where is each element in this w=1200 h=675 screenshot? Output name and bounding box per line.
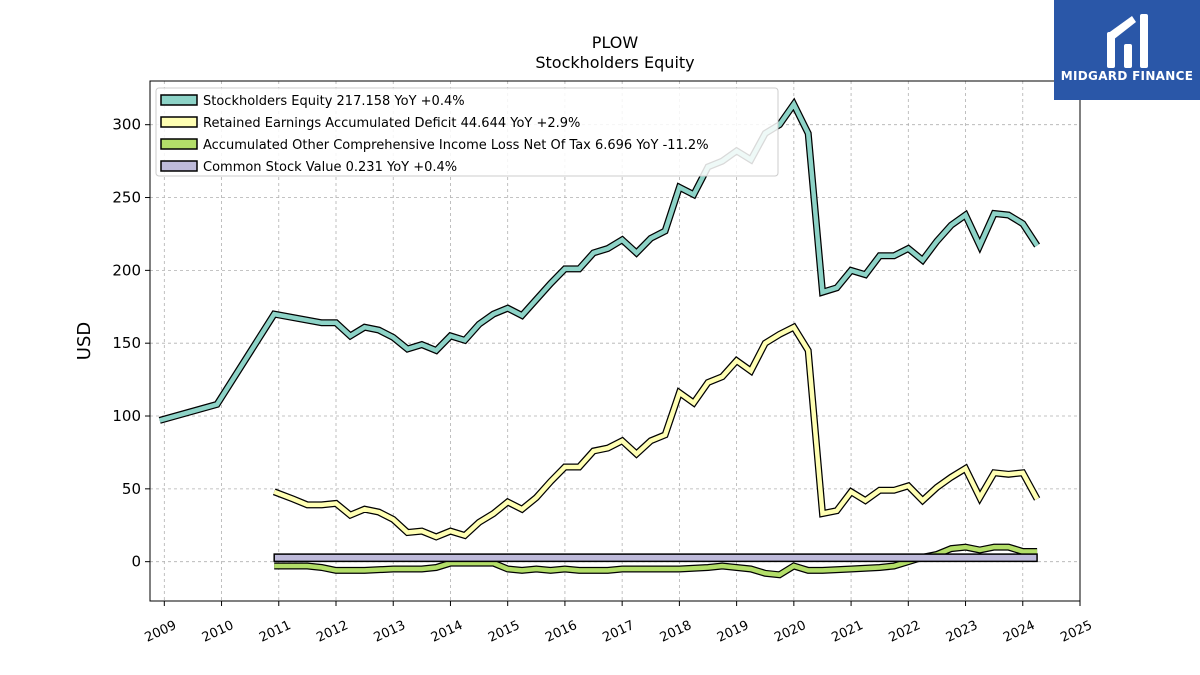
plot-frame <box>149 80 1081 602</box>
chart-title: PLOW <box>592 33 639 52</box>
y-tick-label: 0 <box>131 553 141 571</box>
legend-box <box>155 87 779 177</box>
midgard-logo-icon <box>1107 14 1148 68</box>
series-layer <box>158 97 1041 579</box>
logo-text: MIDGARD FINANCE <box>1061 69 1193 83</box>
y-tick-label: 300 <box>112 116 141 134</box>
legend: Stockholders Equity 217.158 YoY +0.4% Ret… <box>155 87 779 177</box>
y-tick-label: 200 <box>112 261 141 279</box>
legend-swatch <box>160 116 198 128</box>
y-tick-label: 50 <box>122 480 141 498</box>
legend-swatch <box>160 94 198 106</box>
series-line-0 <box>159 99 1039 423</box>
legend-label: Common Stock Value 0.231 YoY +0.4% <box>203 160 457 175</box>
series-line-1 <box>273 324 1040 540</box>
logo: MIDGARD FINANCE <box>1054 0 1200 100</box>
y-axis-ticks: 0 50 100 150 200 250 300 <box>112 116 150 571</box>
y-tick-label: 100 <box>112 407 141 425</box>
y-axis-label: USD <box>74 322 95 360</box>
series-band-common-stock <box>273 553 1038 563</box>
legend-label: Retained Earnings Accumulated Deficit 44… <box>203 116 580 131</box>
legend-label: Accumulated Other Comprehensive Income L… <box>203 138 709 153</box>
legend-label: Stockholders Equity 217.158 YoY +0.4% <box>203 94 465 109</box>
y-tick-label: 250 <box>112 189 141 207</box>
y-tick-label: 150 <box>112 334 141 352</box>
legend-swatch <box>160 160 198 172</box>
legend-swatch <box>160 138 198 150</box>
chart-subtitle: Stockholders Equity <box>535 53 694 72</box>
